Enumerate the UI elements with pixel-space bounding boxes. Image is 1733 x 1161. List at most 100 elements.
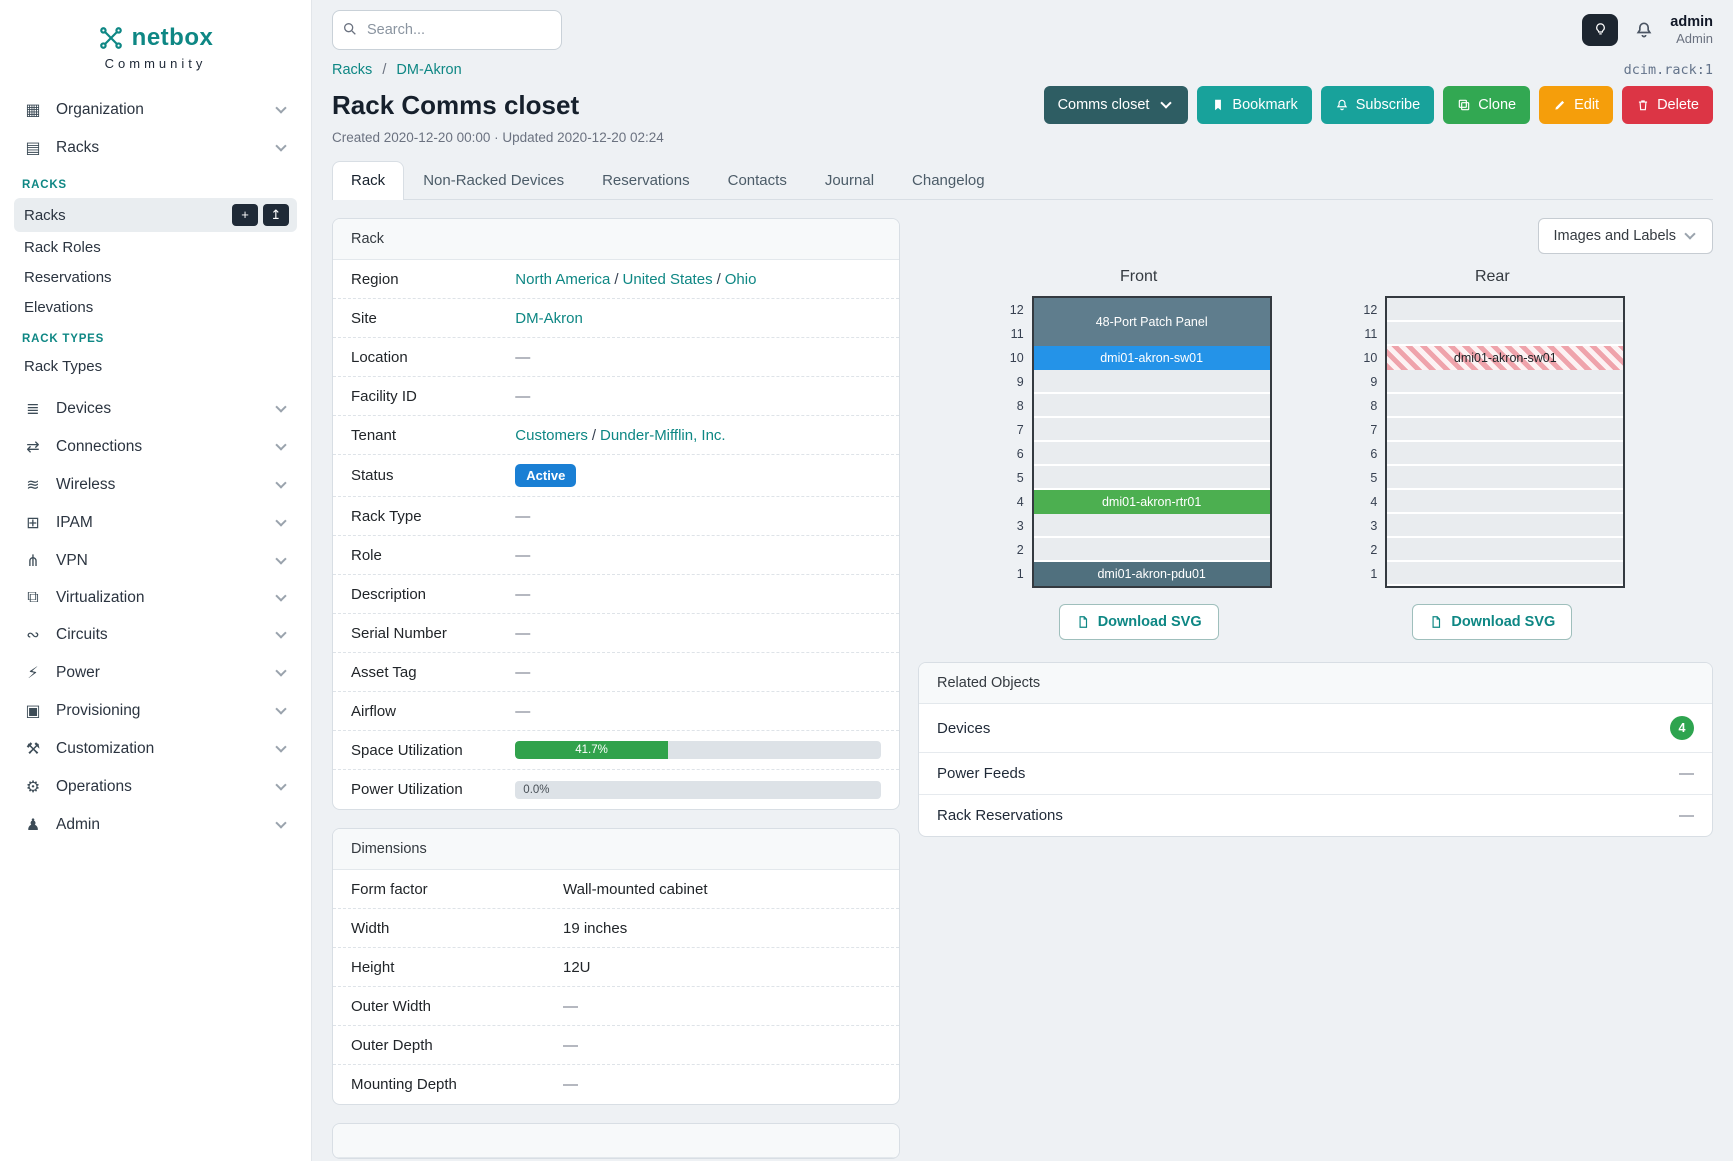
attr-row-facility-id: Facility ID — [333, 377, 899, 416]
related-power-feeds-row[interactable]: Power Feeds — [919, 753, 1712, 795]
sidebar-item-power[interactable]: ⚡ Power [10, 654, 301, 692]
sidebar-item-circuits[interactable]: ∾ Circuits [10, 616, 301, 654]
rack-card-title: Rack [333, 219, 899, 260]
file-icon [1079, 616, 1087, 628]
rack-card: Rack Region North America / United States /… [332, 218, 900, 810]
sidebar-item-devices[interactable]: ≣ Devices [10, 390, 301, 428]
sidebar-item-connections[interactable]: ⇄ Connections [10, 428, 301, 466]
file-icon [1432, 616, 1441, 628]
add-rack-button[interactable]: + [232, 204, 258, 226]
dimensions-card: Dimensions Form factor Wall-mounted cabi… [332, 828, 900, 1105]
tenant-group-link[interactable]: Customers [515, 426, 588, 444]
sidebar-item-customization[interactable]: ⚒ Customization [10, 730, 301, 768]
tab-contacts[interactable]: Contacts [727, 172, 787, 189]
status-badge: Active [515, 464, 577, 487]
sidebar-item-provisioning[interactable]: ▣ Provisioning [10, 692, 301, 730]
sidebar-item-admin[interactable]: ♟ Admin [10, 806, 301, 844]
delete-button[interactable]: Delete [1622, 86, 1713, 124]
sidebar-item-wireless[interactable]: ≋ Wireless [10, 466, 301, 504]
clone-button[interactable]: Clone [1443, 86, 1531, 124]
related-objects-title: Related Objects [919, 663, 1712, 704]
sidebar-item-operations[interactable]: ⚙ Operations [10, 768, 301, 806]
download-svg-button-front[interactable]: Download SVG [1058, 604, 1219, 640]
breadcrumb-link-racks[interactable]: Racks [332, 62, 373, 78]
vpn-icon: ⋔ [26, 553, 40, 570]
sidebar-item-ipam[interactable]: ⊞ IPAM [10, 504, 301, 542]
rack-device-sw01-front[interactable]: dmi01-akron-sw01 [1033, 346, 1270, 370]
site-link[interactable]: DM-Akron [515, 309, 583, 327]
attr-row-location: Location — [333, 338, 899, 377]
netbox-logo-icon [98, 25, 124, 51]
attr-row-serial-number: Serial Number — [333, 614, 899, 653]
chevron-down-icon [275, 590, 287, 602]
tab-non-racked-devices[interactable]: Non-Racked Devices [423, 172, 565, 189]
bookmark-button[interactable]: Bookmark [1197, 86, 1312, 124]
copy-icon [1458, 99, 1470, 111]
netbox-logo[interactable]: netbox Community [0, 14, 311, 85]
edit-button[interactable]: Edit [1539, 86, 1614, 124]
topbar: admin Admin [332, 0, 1713, 60]
chevron-down-icon [275, 439, 287, 451]
chevron-down-icon [1684, 228, 1696, 240]
user-menu[interactable]: admin Admin [1670, 14, 1713, 47]
connections-icon: ⇄ [26, 439, 40, 456]
tab-rack[interactable]: Rack [332, 161, 405, 200]
subscribe-button[interactable]: Subscribe [1320, 86, 1435, 124]
sidebar-item-rack-types[interactable]: Rack Types [24, 358, 103, 375]
chevron-down-icon [275, 817, 287, 829]
sidebar-item-virtualization[interactable]: ⧉ Virtualization [10, 580, 301, 616]
rack-device-pdu01[interactable]: dmi01-akron-pdu01 [1033, 562, 1270, 586]
status-dropdown-button[interactable]: Comms closet [1043, 86, 1189, 124]
rear-title: Rear [1474, 268, 1510, 285]
tab-changelog[interactable]: Changelog [912, 172, 985, 189]
sidebar-item-rack-roles[interactable]: Rack Roles [24, 239, 101, 256]
notifications-bell-icon[interactable] [1634, 20, 1654, 40]
theme-toggle-button[interactable] [1582, 13, 1619, 46]
attr-row-power-utilization: Power Utilization 0.0% [333, 770, 899, 809]
pencil-icon [1555, 100, 1565, 110]
attr-row-asset-tag: Asset Tag — [333, 653, 899, 692]
chevron-down-icon [275, 779, 287, 791]
chevron-down-icon [275, 102, 287, 114]
region-link-state[interactable]: Ohio [724, 270, 757, 288]
rack-device-rtr01[interactable]: dmi01-akron-rtr01 [1033, 490, 1270, 514]
page-meta: Created 2020-12-20 00:00 · Updated 2020-… [332, 130, 664, 145]
breadcrumb-link-site[interactable]: DM-Akron [396, 62, 462, 78]
next-card-partial [332, 1123, 900, 1159]
wireless-icon: ≋ [26, 477, 40, 494]
download-svg-button-rear[interactable]: Download SVG [1412, 604, 1573, 640]
sidebar-item-racks[interactable]: Racks + ↥ [14, 198, 297, 232]
section-title-racks: RACKS [22, 179, 67, 191]
chevron-down-icon [275, 741, 287, 753]
attr-row-site: Site DM-Akron [333, 299, 899, 338]
chevron-down-icon [275, 140, 287, 152]
sidebar-item-organization[interactable]: ▦ Organization [10, 91, 301, 129]
rear-rack-graphic: dmi01-akron-sw01 [1385, 296, 1626, 588]
import-racks-button[interactable]: ↥ [263, 204, 289, 226]
chevron-down-icon [275, 627, 287, 639]
sidebar-item-racks-group[interactable]: ▤ Racks [10, 129, 301, 167]
rear-unit-numbers: 12 11 10 9 8 7 6 5 4 3 2 1 [1363, 303, 1378, 581]
tenant-link[interactable]: Dunder-Mifflin, Inc. [600, 426, 726, 444]
sidebar-item-vpn[interactable]: ⋔ VPN [10, 542, 301, 580]
page-title: Rack Comms closet [332, 89, 580, 120]
images-and-labels-toggle[interactable]: Images and Labels [1538, 218, 1713, 254]
tab-journal[interactable]: Journal [824, 172, 875, 189]
sidebar-item-elevations[interactable]: Elevations [24, 299, 94, 316]
attr-row-role: Role — [333, 536, 899, 575]
tab-reservations[interactable]: Reservations [602, 172, 690, 189]
related-rack-reservations-row[interactable]: Rack Reservations — [937, 807, 1694, 824]
region-link-country[interactable]: United States [622, 270, 713, 288]
attr-row-region: Region North America / United States / Ohio [333, 260, 899, 299]
attr-row-form-factor: Form factor Wall-mounted cabinet [333, 870, 899, 909]
power-icon: ⚡ [27, 665, 39, 682]
region-link-continent[interactable]: North America [515, 270, 611, 288]
search-input[interactable] [332, 10, 562, 50]
rear-elevation: Rear 12 11 10 9 8 7 6 5 4 3 2 1 dmi01-akron-sw01 [1359, 268, 1626, 640]
rack-device-patch-panel[interactable]: 48-Port Patch Panel [1033, 298, 1270, 346]
action-buttons: Comms closet Bookmark Subscribe Clone [1043, 86, 1713, 124]
rack-device-sw01-rear[interactable]: dmi01-akron-sw01 [1387, 346, 1624, 370]
sidebar-item-reservations[interactable]: Reservations [24, 269, 112, 286]
related-devices-row[interactable]: Devices 4 [919, 704, 1712, 753]
